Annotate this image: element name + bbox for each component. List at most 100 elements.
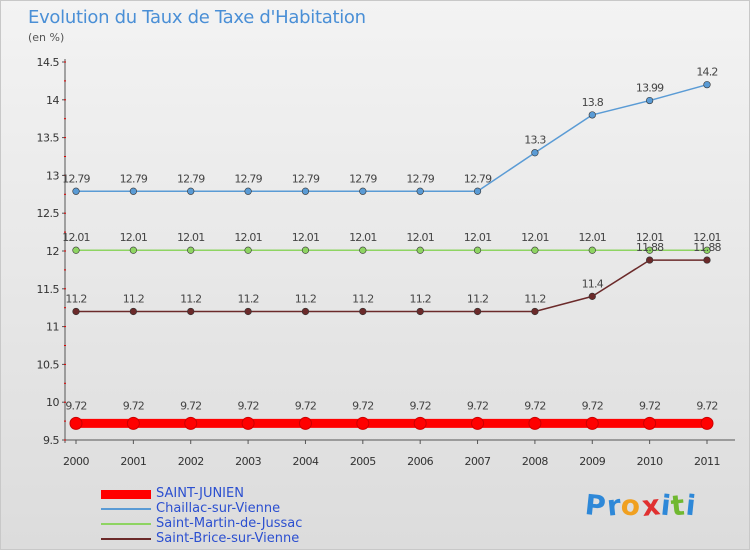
data-label: 13.99 (636, 82, 664, 95)
data-point (413, 416, 427, 430)
data-label: 9.72 (467, 399, 488, 412)
data-label: 12.01 (693, 231, 721, 244)
legend-swatch (101, 538, 151, 540)
data-point (301, 246, 310, 254)
x-tick-label: 2000 (63, 455, 89, 468)
data-point (244, 307, 252, 316)
data-point (187, 246, 195, 254)
data-label: 9.72 (582, 399, 603, 412)
logo-letter: i (683, 488, 698, 523)
data-point (588, 292, 596, 300)
data-point (528, 416, 542, 430)
data-point (356, 416, 370, 430)
data-label: 12.01 (120, 231, 148, 244)
data-label: 9.72 (295, 399, 316, 412)
data-label: 11.2 (467, 292, 488, 305)
data-label: 12.01 (62, 231, 90, 244)
legend-label: Chaillac-sur-Vienne (156, 501, 281, 516)
legend-swatch (101, 523, 151, 525)
data-point (244, 246, 252, 254)
data-point (703, 81, 711, 89)
y-tick-label: 10 (46, 396, 59, 409)
data-label: 12.79 (406, 172, 434, 185)
data-point (643, 416, 657, 430)
y-tick-label: 9.5 (43, 434, 59, 447)
data-point (471, 416, 485, 430)
data-label: 11.2 (295, 292, 316, 305)
data-point (301, 187, 310, 195)
data-label: 11.2 (180, 292, 201, 305)
data-label: 12.79 (62, 172, 90, 185)
data-point (126, 416, 140, 430)
data-label: 11.2 (123, 292, 144, 305)
y-tick-label: 13 (46, 169, 59, 182)
legend-label: SAINT-JUNIEN (156, 486, 244, 501)
data-point (588, 246, 596, 254)
y-tick-label: 10.5 (37, 358, 60, 371)
data-label: 11.4 (582, 277, 604, 290)
data-point (72, 307, 80, 316)
series-line (76, 259, 707, 313)
data-point (187, 307, 195, 316)
data-label: 12.01 (579, 231, 607, 244)
data-label: 11.2 (237, 292, 258, 305)
data-point (298, 416, 312, 430)
data-point (187, 187, 195, 195)
data-label: 11.2 (352, 292, 373, 305)
data-label: 12.01 (636, 231, 664, 244)
data-point (646, 246, 654, 254)
data-label: 9.72 (696, 399, 717, 412)
data-point (646, 256, 654, 264)
data-label: 9.72 (524, 399, 545, 412)
data-label: 12.79 (349, 172, 377, 185)
data-point (72, 187, 80, 195)
data-label: 12.01 (177, 231, 205, 244)
data-point (531, 307, 539, 316)
data-point (416, 187, 424, 195)
x-tick-label: 2001 (120, 455, 146, 468)
data-point (129, 307, 137, 316)
y-tick-label: 14 (46, 94, 59, 107)
data-point (241, 416, 255, 430)
x-tick-label: 2002 (178, 455, 204, 468)
x-tick-label: 2009 (579, 455, 605, 468)
data-label: 9.72 (410, 399, 431, 412)
x-tick-label: 2011 (694, 455, 720, 468)
data-label: 11.2 (410, 292, 431, 305)
legend-swatch (101, 489, 151, 499)
data-point (473, 307, 482, 316)
data-point (359, 307, 367, 316)
x-tick-label: 2005 (350, 455, 376, 468)
data-point (703, 246, 711, 254)
data-point (646, 96, 654, 105)
data-point (72, 246, 80, 254)
data-label: 12.79 (177, 172, 205, 185)
data-label: 9.72 (237, 399, 258, 412)
chart-title: Evolution du Taux de Taxe d'Habitation (28, 7, 366, 28)
data-label: 12.79 (292, 172, 320, 185)
data-point (585, 416, 599, 430)
x-tick-label: 2010 (637, 455, 663, 468)
data-label: 9.72 (352, 399, 373, 412)
data-point (301, 307, 310, 316)
y-tick-label: 12 (46, 245, 59, 258)
data-label: 11.2 (524, 292, 545, 305)
data-label: 9.72 (180, 399, 201, 412)
data-label: 9.72 (123, 399, 144, 412)
data-point (416, 246, 424, 254)
data-label: 12.79 (120, 172, 148, 185)
logo-letter: P (583, 487, 609, 524)
data-point (129, 246, 137, 254)
data-label: 11.2 (65, 292, 86, 305)
data-label: 11.88 (636, 241, 664, 254)
data-label: 12.01 (464, 231, 492, 244)
data-point (588, 111, 596, 119)
y-tick-label: 14.5 (37, 56, 60, 69)
data-point (359, 187, 367, 195)
data-label: 12.01 (521, 231, 549, 244)
x-tick-label: 2006 (407, 455, 433, 468)
data-label: 12.79 (464, 172, 492, 185)
legend-swatch (101, 508, 151, 510)
